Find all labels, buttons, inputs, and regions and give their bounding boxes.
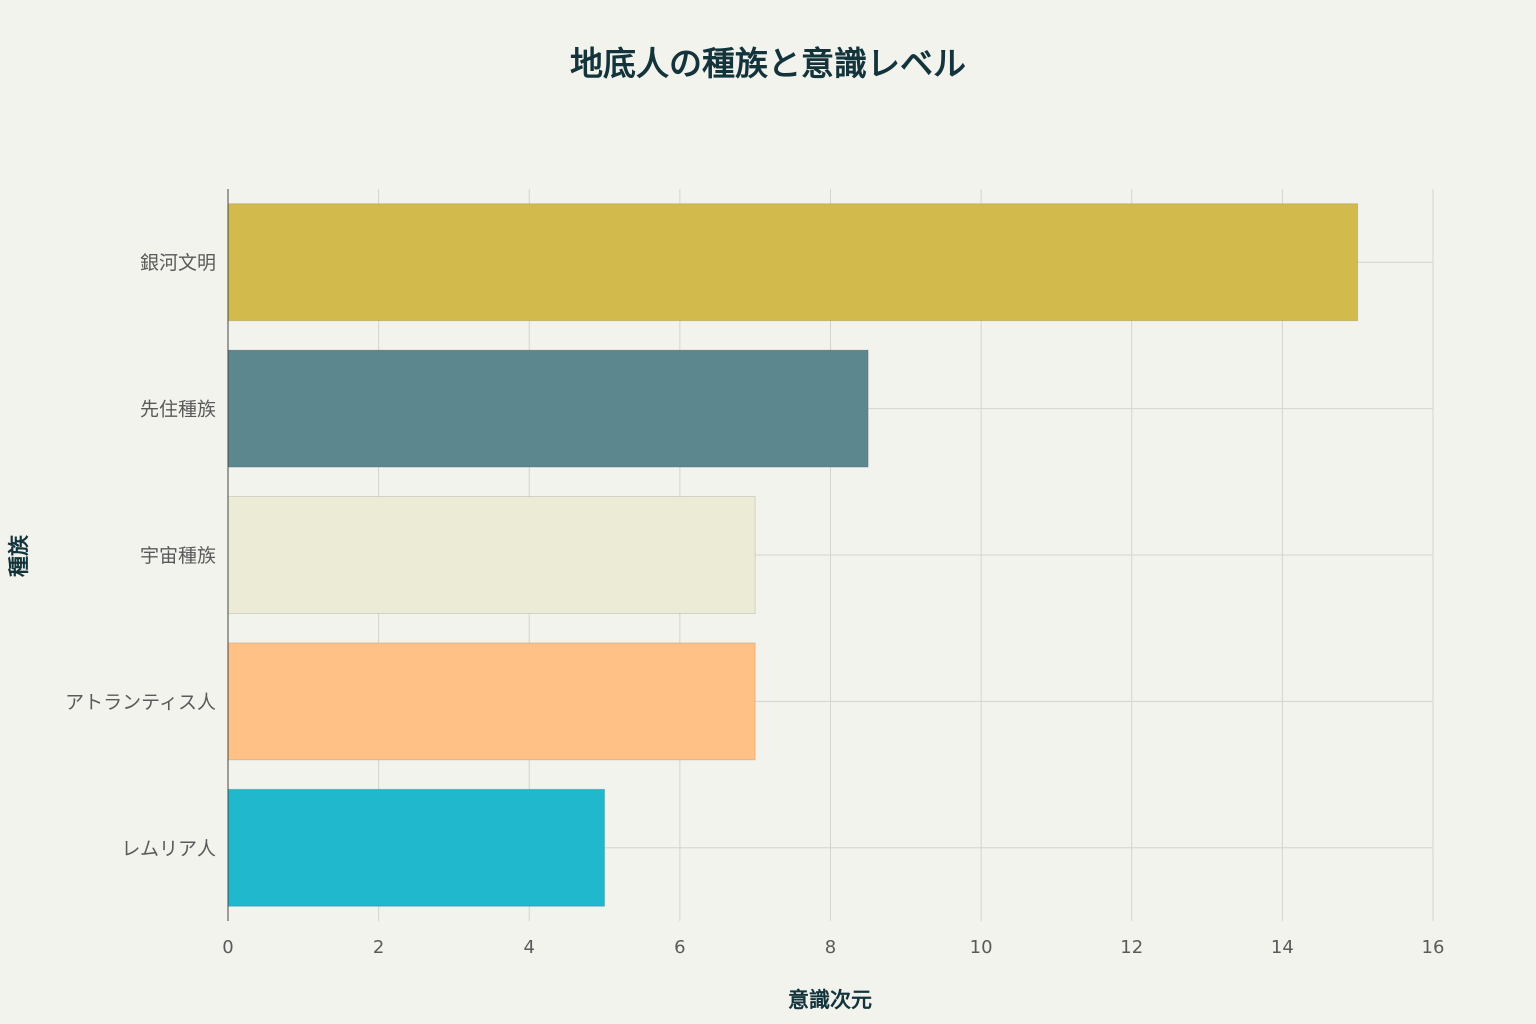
bars xyxy=(227,203,1359,907)
y-tick-label: 銀河文明 xyxy=(140,252,216,274)
x-tick-label: 0 xyxy=(222,937,233,958)
y-tick-label: 宇宙種族 xyxy=(140,545,216,567)
y-tick-label: 先住種族 xyxy=(140,399,216,421)
bar-4 xyxy=(227,788,606,907)
y-axis-title: 種族 xyxy=(7,534,31,577)
x-tick-label: 10 xyxy=(970,937,993,958)
bar-1 xyxy=(227,349,869,468)
x-tick-label: 8 xyxy=(825,937,836,958)
x-tick-label: 14 xyxy=(1271,937,1294,958)
bar-0 xyxy=(227,203,1359,322)
y-tick-label: アトランティス人 xyxy=(65,691,216,713)
x-tick-label: 16 xyxy=(1422,937,1445,958)
x-tick-label: 2 xyxy=(373,937,384,958)
chart-title: 地底人の種族と意識レベル xyxy=(570,44,966,83)
x-tick-label: 6 xyxy=(674,937,685,958)
bar-2 xyxy=(227,496,756,614)
x-tick-labels: 0 2 4 6 8 10 12 14 16 xyxy=(222,937,1444,958)
y-tick-label: レムリア人 xyxy=(121,838,216,860)
bar-3 xyxy=(227,642,756,761)
x-tick-label: 12 xyxy=(1120,937,1143,958)
x-axis-title: 意識次元 xyxy=(788,988,872,1012)
x-tick-label: 4 xyxy=(524,937,535,958)
